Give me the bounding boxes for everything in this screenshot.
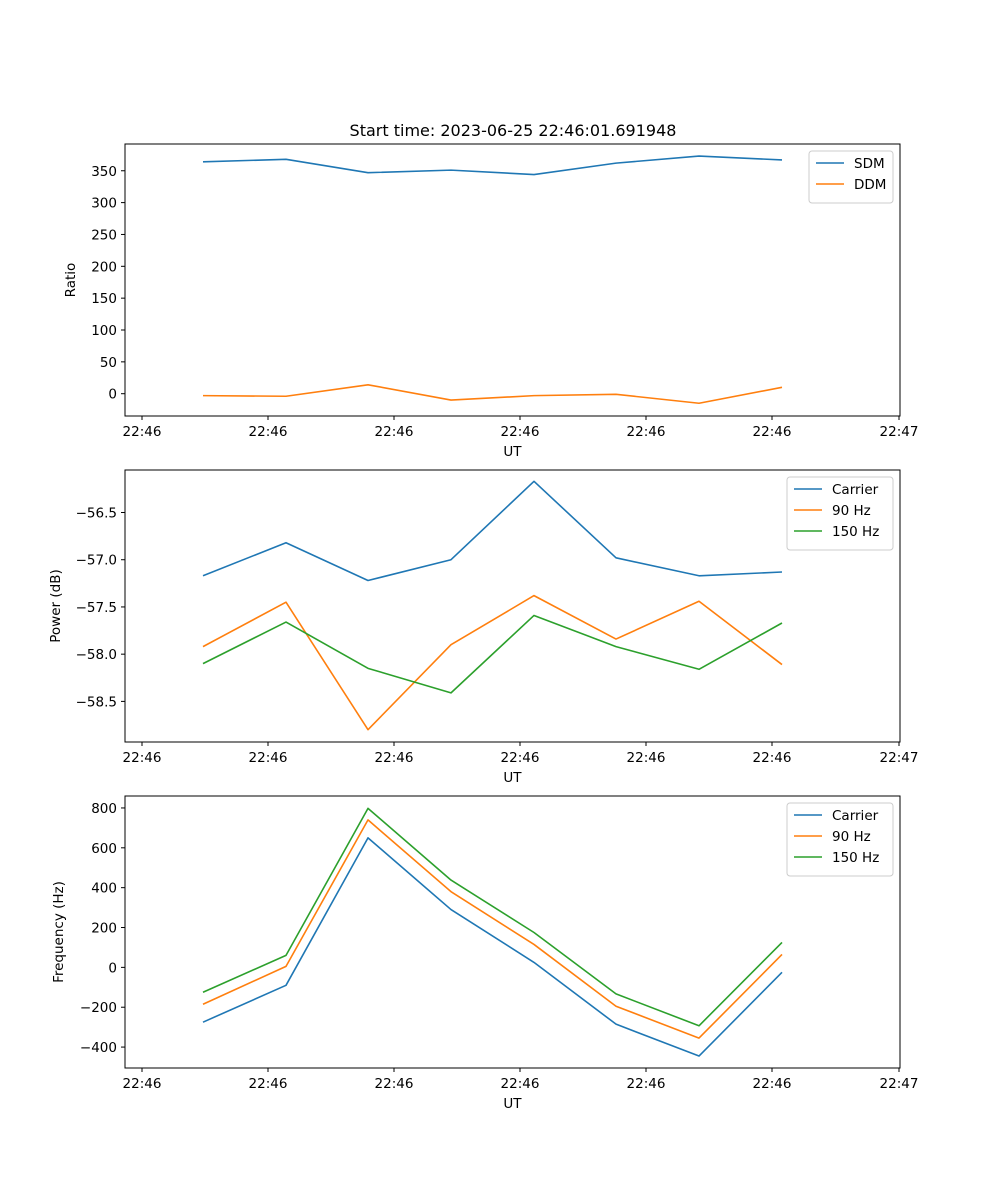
power-x-tick-label: 22:46 <box>375 750 414 766</box>
frequency-y-tick-label: 600 <box>91 841 117 857</box>
frequency-legend-label: 150 Hz <box>832 850 879 866</box>
frequency-plot-frame <box>124 795 901 1069</box>
ratio-legend-label: SDM <box>854 156 885 172</box>
frequency-x-tick-label: 22:47 <box>880 1076 919 1092</box>
ratio-x-tick-label: 22:46 <box>375 424 414 440</box>
frequency-y-tick-label: −200 <box>80 1000 117 1016</box>
ratio-x-tick-label: 22:46 <box>753 424 792 440</box>
power-y-tick-label: −56.5 <box>76 506 117 522</box>
frequency-x-tick-label: 22:46 <box>123 1076 162 1092</box>
ratio-panel: 22:46 22:46 22:46 22:46 22:46 22:46 22:47 0 50 10… <box>63 143 918 460</box>
frequency-series-90-hz-line <box>202 819 783 1039</box>
ratio-y-tick-label: 200 <box>91 259 117 275</box>
power-legend-label: 150 Hz <box>832 524 879 540</box>
frequency-x-tick-label: 22:46 <box>627 1076 666 1092</box>
ratio-x-tick-label: 22:46 <box>627 424 666 440</box>
frequency-legend-label: 90 Hz <box>832 829 871 845</box>
frequency-y-tick-label: 800 <box>91 801 117 817</box>
ratio-y-tick-label: 300 <box>91 196 117 212</box>
power-x-tick-label: 22:46 <box>123 750 162 766</box>
frequency-series-150-hz-line <box>202 807 783 1027</box>
ratio-y-tick-label: 250 <box>91 227 117 243</box>
power-x-tick-label: 22:47 <box>880 750 919 766</box>
frequency-plot-area <box>202 807 783 1057</box>
power-y-axis-label: Power (dB) <box>48 569 64 642</box>
frequency-legend-label: Carrier <box>832 808 879 824</box>
power-legend-label: Carrier <box>832 482 879 498</box>
ratio-y-tick-label: 100 <box>91 323 117 339</box>
power-x-tick-label: 22:46 <box>249 750 288 766</box>
frequency-x-tick-label: 22:46 <box>375 1076 414 1092</box>
frequency-y-tick-label: 400 <box>91 881 117 897</box>
ratio-x-tick-label: 22:47 <box>880 424 919 440</box>
ratio-ticks: 22:46 22:46 22:46 22:46 22:46 22:46 22:47 0 50 10… <box>91 164 918 440</box>
frequency-panel: 22:46 22:46 22:46 22:46 22:46 22:46 22:47 800 60… <box>51 795 919 1112</box>
ratio-legend-label: DDM <box>854 177 886 193</box>
ratio-x-axis-label: UT <box>503 444 522 460</box>
ratio-plot-frame <box>124 143 901 417</box>
ratio-legend-box <box>808 150 894 204</box>
power-x-axis-label: UT <box>503 770 522 786</box>
ratio-plot-area <box>202 155 783 405</box>
power-legend: Carrier 90 Hz 150 Hz <box>786 476 894 551</box>
power-ticks: 22:46 22:46 22:46 22:46 22:46 22:46 22:47 −56.5… <box>76 506 919 767</box>
power-y-tick-label: −57.0 <box>76 553 117 569</box>
frequency-y-tick-label: 200 <box>91 921 117 937</box>
frequency-legend: Carrier 90 Hz 150 Hz <box>786 802 894 877</box>
ratio-series-ddm-line <box>202 383 783 405</box>
power-y-tick-label: −58.0 <box>76 647 117 663</box>
power-x-tick-label: 22:46 <box>753 750 792 766</box>
frequency-series-carrier-line <box>202 837 783 1057</box>
ratio-y-tick-label: 0 <box>108 387 117 403</box>
ratio-y-tick-label: 50 <box>100 355 117 371</box>
ratio-y-tick-label: 350 <box>91 164 117 180</box>
power-plot-area <box>202 480 783 731</box>
frequency-x-tick-label: 22:46 <box>753 1076 792 1092</box>
frequency-x-tick-label: 22:46 <box>249 1076 288 1092</box>
ratio-y-axis-label: Ratio <box>63 263 79 298</box>
frequency-x-tick-label: 22:46 <box>501 1076 540 1092</box>
frequency-y-tick-label: −400 <box>80 1040 117 1056</box>
power-plot-frame <box>124 469 901 743</box>
ratio-y-tick-label: 150 <box>91 291 117 307</box>
power-x-tick-label: 22:46 <box>501 750 540 766</box>
power-series-carrier-line <box>202 480 783 582</box>
frequency-x-axis-label: UT <box>503 1096 522 1112</box>
power-x-tick-label: 22:46 <box>627 750 666 766</box>
ratio-x-tick-label: 22:46 <box>123 424 162 440</box>
power-y-tick-label: −58.5 <box>76 694 117 710</box>
figure-title: Start time: 2023-06-25 22:46:01.691948 <box>350 121 677 140</box>
power-series-90-hz-line <box>202 594 783 731</box>
ratio-x-tick-label: 22:46 <box>501 424 540 440</box>
ratio-legend: SDM DDM <box>808 150 894 204</box>
power-panel: 22:46 22:46 22:46 22:46 22:46 22:46 22:47 −56.5… <box>48 469 919 786</box>
power-series-150-hz-line <box>202 614 783 694</box>
power-y-tick-label: −57.5 <box>76 600 117 616</box>
ratio-series-sdm-line <box>202 155 783 176</box>
frequency-y-axis-label: Frequency (Hz) <box>51 881 67 983</box>
ratio-x-tick-label: 22:46 <box>249 424 288 440</box>
frequency-y-tick-label: 0 <box>108 960 117 976</box>
power-legend-label: 90 Hz <box>832 503 871 519</box>
frequency-ticks: 22:46 22:46 22:46 22:46 22:46 22:46 22:47 800 60… <box>80 801 919 1092</box>
